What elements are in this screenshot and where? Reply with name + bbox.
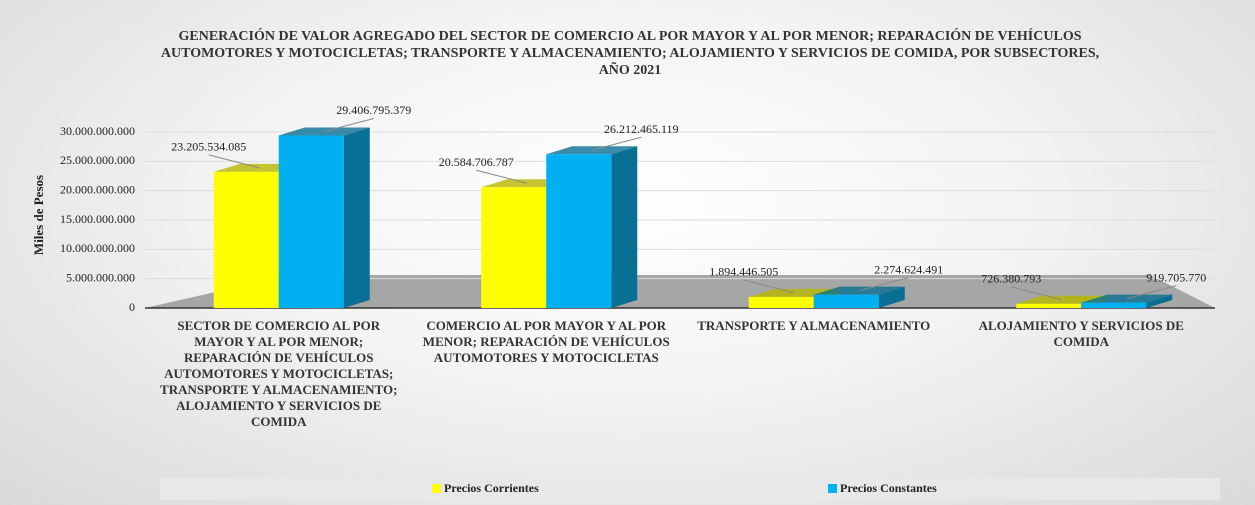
chart-title: GENERACIÓN DE VALOR AGREGADO DEL SECTOR …	[160, 29, 1100, 78]
value-label: 23.205.534.085	[171, 140, 246, 154]
floor	[145, 275, 1215, 308]
legend-swatch	[432, 484, 441, 493]
legend-label: Precios Constantes	[840, 481, 937, 495]
value-label: 26.212.465.119	[604, 122, 679, 136]
bar	[278, 135, 344, 308]
x-tick-label: COMERCIO AL POR MAYOR Y AL POR MENOR; RE…	[422, 318, 670, 365]
value-label: 20.584.706.787	[439, 155, 514, 169]
leader-line	[208, 154, 260, 169]
y-tick-label: 15.000.000.000	[60, 212, 135, 226]
y-tick-label: 30.000.000.000	[60, 124, 135, 138]
y-tick-label: 10.000.000.000	[60, 241, 135, 255]
y-tick-label: 0	[129, 300, 135, 314]
x-tick-label: SECTOR DE COMERCIO AL POR MAYOR Y AL POR…	[160, 318, 398, 429]
legend-box	[160, 478, 1220, 500]
y-axis-label: Miles de Pesos	[31, 175, 46, 255]
leader-line	[743, 279, 795, 294]
leader-line	[476, 169, 527, 184]
bar-side	[611, 146, 638, 308]
value-label: 919.705.770	[1146, 270, 1206, 284]
leader-line	[324, 117, 374, 132]
y-tick-label: 5.000.000.000	[66, 270, 135, 284]
value-label: 1.894.446.505	[709, 265, 778, 279]
bar	[813, 294, 879, 308]
x-tick-label: ALOJAMIENTO Y SERVICIOS DE COMIDA	[978, 318, 1184, 349]
y-tick-label: 20.000.000.000	[60, 182, 135, 196]
legend-label: Precios Corrientes	[444, 481, 539, 495]
value-label: 2.274.624.491	[874, 262, 943, 276]
bar	[1016, 303, 1082, 308]
bar	[748, 296, 814, 308]
x-tick-label: TRANSPORTE Y ALMACENAMIENTO	[697, 318, 931, 333]
y-tick-label: 25.000.000.000	[60, 153, 135, 167]
leader-line	[859, 277, 909, 292]
bar-side	[878, 286, 905, 308]
leader-line	[1126, 285, 1177, 300]
bar	[546, 154, 612, 308]
bar-side	[1146, 294, 1173, 308]
leader-line	[1011, 286, 1062, 301]
value-label: 29.406.795.379	[336, 103, 411, 117]
leader-line	[591, 136, 642, 151]
bar-side	[343, 127, 370, 308]
bar	[213, 171, 279, 308]
bar	[481, 187, 547, 308]
bar	[1081, 302, 1147, 308]
value-label: 726.380.793	[981, 271, 1041, 285]
legend-swatch	[828, 484, 837, 493]
